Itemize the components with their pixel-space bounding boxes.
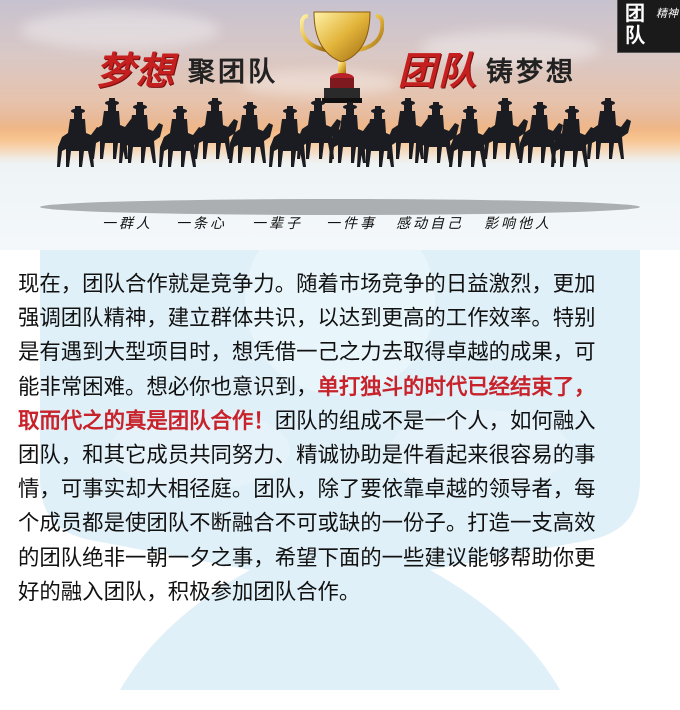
title-dream: 梦想 (96, 48, 177, 93)
title-team: 团队 (398, 48, 479, 93)
team-spirit-logo: 团队 精神 (617, 0, 680, 53)
rider-silhouette (587, 98, 631, 159)
article-body: 现在，团队合作就是竞争力。随着市场竞争的日益激烈，更加 强调团队精神，建立群体共识… (18, 268, 668, 610)
rider-silhouette (519, 102, 563, 163)
slogan-4: 一件事 (326, 216, 377, 232)
slogan-3: 一辈子 (252, 216, 303, 232)
highlighted-text: 取而代之的真是团队合作！ (18, 408, 275, 434)
article-line: 个成员都是使团队不断融合不可或缺的一份子。打造一支高效 (18, 507, 668, 541)
title-forge-dream: 铸梦想 (486, 57, 576, 88)
banner: 梦想 聚团队 团队 铸梦想 团队 精神 一群人 一条心 一辈子 一件事 感动自己… (0, 0, 680, 250)
rider-silhouette (415, 102, 459, 163)
slogan-5: 感动自己 (396, 216, 464, 232)
article-line: 团队，和其它成员共同努力、精诚协助是件看起来很容易的事 (18, 439, 668, 473)
slogan-2: 一条心 (176, 216, 227, 232)
article-line: 好的融入团队，积极参加团队合作。 (18, 576, 668, 610)
body-text: 情，可事实却大相径庭。团队，除了要依靠卓越的领导者，每 (18, 477, 596, 503)
logo-big-text: 团队 (625, 1, 645, 47)
logo-small-text: 精神 (656, 7, 678, 20)
watermark-logo-icon (40, 180, 640, 690)
body-text: 团队，和其它成员共同努力、精诚协助是件看起来很容易的事 (18, 442, 596, 468)
rider-silhouette (159, 106, 203, 167)
article-line: 强调团队精神，建立群体共识，以达到更高的工作效率。特别 (18, 302, 668, 336)
body-text: 团队的组成不是一个人，如何融入 (274, 408, 596, 434)
rider-silhouette (269, 106, 313, 167)
body-text: 是有遇到大型项目时，想凭借一己之力去取得卓越的成果，可 (18, 340, 596, 366)
body-text: 强调团队精神，建立群体共识，以达到更高的工作效率。特别 (18, 306, 596, 332)
horse-riders-silhouette (40, 98, 640, 215)
rider-silhouette (551, 106, 595, 167)
rider-silhouette (484, 98, 528, 159)
article-line: 情，可事实却大相径庭。团队，除了要依靠卓越的领导者，每 (18, 473, 668, 507)
body-text: 能非常困难。想必你也意识到， (18, 374, 318, 400)
body-text: 好的融入团队，积极参加团队合作。 (18, 579, 361, 605)
rider-silhouette (229, 102, 273, 163)
rider-silhouette (449, 106, 493, 167)
slogan-row: 一群人 一条心 一辈子 一件事 感动自己 影响他人 (0, 213, 680, 237)
rider-silhouette (57, 106, 101, 167)
body-text: 现在，团队合作就是竞争力。随着市场竞争的日益激烈，更加 (18, 272, 596, 297)
article-line: 的团队绝非一朝一夕之事，希望下面的一些建议能够帮助你更 (18, 542, 668, 576)
article-line: 现在，团队合作就是竞争力。随着市场竞争的日益激烈，更加 (18, 268, 668, 302)
banner-title: 梦想 聚团队 团队 铸梦想 (0, 40, 680, 93)
article-line: 是有遇到大型项目时，想凭借一己之力去取得卓越的成果，可 (18, 336, 668, 370)
slogan-6: 影响他人 (484, 216, 552, 232)
article-line: 能非常困难。想必你也意识到，单打独斗的时代已经结束了， (18, 371, 668, 405)
body-text: 个成员都是使团队不断融合不可或缺的一份子。打造一支高效 (18, 511, 596, 537)
body-text: 的团队绝非一朝一夕之事，希望下面的一些建议能够帮助你更 (18, 545, 596, 571)
highlighted-text: 单打独斗的时代已经结束了， (317, 374, 596, 400)
trophy-icon (300, 11, 384, 103)
slogan-1: 一群人 (102, 216, 153, 232)
title-gather-team: 聚团队 (188, 57, 278, 88)
article-line: 取而代之的真是团队合作！团队的组成不是一个人，如何融入 (18, 405, 668, 439)
rider-silhouette (194, 98, 238, 159)
rider-silhouette (119, 102, 163, 163)
